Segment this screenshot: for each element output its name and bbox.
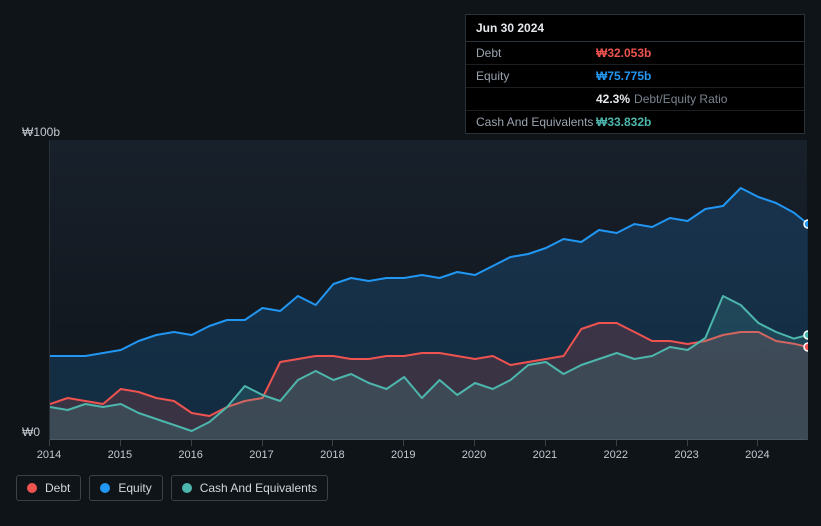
legend: Debt Equity Cash And Equivalents	[16, 475, 328, 501]
legend-swatch-debt	[27, 483, 37, 493]
ratio-label: Debt/Equity Ratio	[634, 92, 727, 106]
ratio-pct: 42.3%	[596, 92, 630, 106]
y-axis-label-bottom: ₩0	[22, 425, 40, 439]
x-tick-2020: 2020	[462, 449, 486, 461]
tooltip-value-equity: ₩75.775b	[596, 69, 651, 83]
tooltip-label-ratio	[476, 92, 596, 106]
x-axis: 2014201520162017201820192020202120222023…	[49, 445, 807, 465]
legend-item-equity[interactable]: Equity	[89, 475, 162, 501]
x-tick-2017: 2017	[249, 449, 273, 461]
data-tooltip: Jun 30 2024 Debt ₩32.053b Equity ₩75.775…	[465, 14, 805, 134]
tooltip-label-debt: Debt	[476, 46, 596, 60]
legend-item-debt[interactable]: Debt	[16, 475, 81, 501]
x-tick-2015: 2015	[108, 449, 132, 461]
chart-svg	[50, 140, 808, 440]
x-tick-2018: 2018	[320, 449, 344, 461]
x-tick-2014: 2014	[37, 449, 61, 461]
legend-label-equity: Equity	[118, 481, 151, 495]
legend-label-cash: Cash And Equivalents	[200, 481, 317, 495]
x-tick-2022: 2022	[603, 449, 627, 461]
tooltip-date: Jun 30 2024	[466, 15, 804, 42]
legend-swatch-cash	[182, 483, 192, 493]
plot-area[interactable]	[49, 140, 807, 440]
legend-swatch-equity	[100, 483, 110, 493]
legend-label-debt: Debt	[45, 481, 70, 495]
x-tick-2019: 2019	[391, 449, 415, 461]
x-tick-2021: 2021	[533, 449, 557, 461]
tooltip-value-ratio: 42.3% Debt/Equity Ratio	[596, 92, 727, 106]
x-tick-2024: 2024	[745, 449, 769, 461]
tooltip-value-debt: ₩32.053b	[596, 46, 651, 60]
x-tick-2023: 2023	[674, 449, 698, 461]
tooltip-row-debt: Debt ₩32.053b	[466, 42, 804, 65]
chart-container: ₩100b ₩0 2014 2015 2016 2017 2018 2019 2020 202…	[14, 120, 807, 510]
tooltip-label-equity: Equity	[476, 69, 596, 83]
y-axis-label-top: ₩100b	[22, 125, 60, 139]
legend-item-cash[interactable]: Cash And Equivalents	[171, 475, 328, 501]
x-tick-2016: 2016	[178, 449, 202, 461]
tooltip-row-ratio: 42.3% Debt/Equity Ratio	[466, 88, 804, 111]
tooltip-row-equity: Equity ₩75.775b	[466, 65, 804, 88]
